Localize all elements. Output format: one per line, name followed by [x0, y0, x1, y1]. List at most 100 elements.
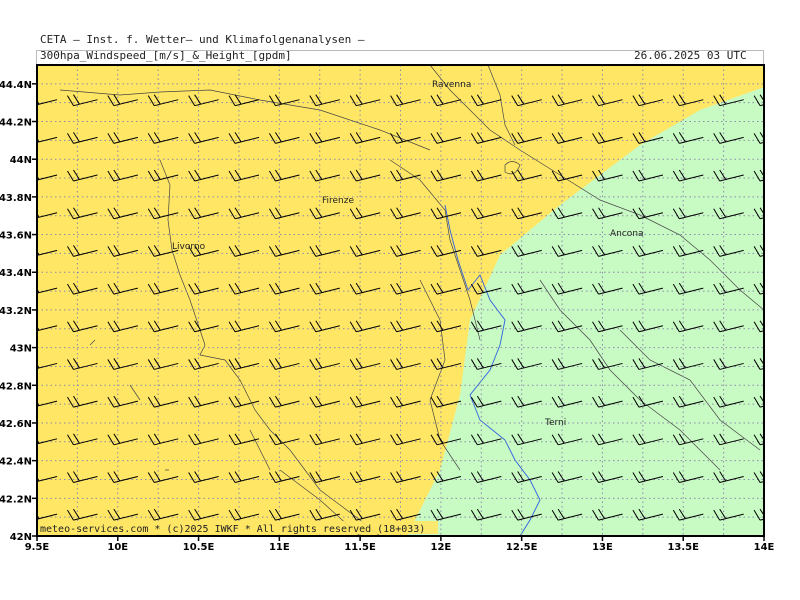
wind-barb [228, 94, 260, 107]
wind-barb [309, 508, 340, 521]
map-frame [36, 64, 765, 537]
wind-barb [551, 94, 583, 107]
wind-barb [713, 169, 744, 182]
x-tick-label: 13E [592, 542, 613, 553]
wind-barb [592, 508, 623, 521]
wind-barb [67, 471, 98, 483]
wind-barb [188, 132, 219, 144]
y-tick-label: 42N [10, 532, 32, 543]
wind-barb [551, 433, 583, 446]
wind-barb [511, 508, 542, 521]
wind-barb [268, 320, 300, 333]
wind-barb [672, 169, 704, 182]
wind-barb [188, 320, 219, 333]
wind-barb [188, 282, 219, 295]
wind-barb [147, 94, 179, 107]
y-tick-label: 43.8N [0, 193, 32, 204]
city-label-ancona: Ancona [610, 229, 644, 239]
wind-barb [390, 132, 421, 144]
wind-barb [390, 282, 421, 295]
wind-barb [632, 320, 664, 333]
y-tick-label: 43.6N [0, 231, 32, 242]
wind-barb [349, 245, 381, 257]
wind-barb [107, 471, 138, 483]
wind-barb [511, 207, 542, 220]
wind-barb [511, 358, 542, 370]
wind-barb [672, 207, 704, 220]
wind-barb [309, 471, 340, 483]
y-tick-label: 44.2N [0, 118, 32, 129]
wind-barb [228, 358, 260, 370]
wind-barb [511, 132, 542, 144]
y-tick-label: 42.8N [0, 381, 32, 392]
wind-barb [511, 395, 542, 408]
wind-barb [67, 169, 98, 182]
wind-barb [147, 471, 179, 483]
wind-barb [592, 320, 623, 333]
wind-barb [309, 433, 340, 446]
wind-barb [511, 471, 542, 483]
x-tick-label: 10.5E [183, 542, 215, 553]
coastline-lines [59, 65, 764, 536]
wind-barb [592, 433, 623, 446]
wind-barb [268, 395, 300, 408]
x-tick-label: 11.5E [344, 542, 376, 553]
wind-barb [390, 358, 421, 370]
y-tick-label: 42.2N [0, 494, 32, 505]
wind-barb [390, 433, 421, 446]
wind-barb [107, 508, 138, 521]
wind-barb [632, 471, 664, 483]
wind-barb [632, 395, 664, 408]
city-label-livorno: Livorno [172, 242, 206, 252]
wind-barb [147, 132, 179, 144]
wind-barb [349, 471, 381, 483]
wind-barb [390, 169, 421, 182]
wind-barb [268, 132, 300, 144]
wind-barb [430, 132, 462, 144]
wind-barb [592, 169, 623, 182]
wind-barb [551, 132, 583, 144]
x-tick-label: 11E [269, 542, 290, 553]
credit-background [38, 521, 438, 534]
longitude-ticks: 9.5E 10E 10.5E 11E 11.5E 12E 12.5E 13E 13.5E 14E [25, 536, 775, 553]
wind-barb [228, 471, 260, 483]
wind-barb [470, 508, 502, 521]
wind-barb [551, 508, 583, 521]
product-title: 300hpa_Windspeed_[m/s]_&_Height_[gpdm] [40, 49, 292, 62]
wind-barb [188, 245, 219, 257]
wind-barb [551, 395, 583, 408]
wind-barb [228, 132, 260, 144]
wind-barb [67, 132, 98, 144]
wind-barb [147, 508, 179, 521]
wind-barb [713, 207, 744, 220]
wind-barb [107, 94, 138, 107]
wind-barb [632, 245, 664, 257]
title-strip [36, 50, 764, 64]
wind-barb [632, 207, 664, 220]
wind-barb [188, 94, 219, 107]
wind-barb [713, 282, 744, 295]
wind-barb [511, 94, 542, 107]
wind-barb [470, 433, 502, 446]
wind-barb [592, 207, 623, 220]
wind-barb [309, 207, 340, 220]
wind-barb [268, 169, 300, 182]
wind-barb [390, 508, 421, 521]
wind-barb [632, 132, 664, 144]
wind-barb [430, 471, 462, 483]
wind-barb [309, 94, 340, 107]
wind-barb [551, 320, 583, 333]
wind-barb [672, 433, 704, 446]
wind-barb [551, 245, 583, 257]
credit-text: meteo-services.com * (c)2025 IWKF * All … [40, 524, 425, 535]
wind-barb [67, 395, 98, 408]
x-tick-label: 9.5E [25, 542, 50, 553]
wind-barb [67, 94, 98, 107]
wind-barb [511, 282, 542, 295]
wind-barbs [37, 94, 764, 521]
wind-barb [67, 282, 98, 295]
wind-barb [713, 358, 744, 370]
wind-barb [268, 433, 300, 446]
wind-barb [713, 132, 744, 144]
